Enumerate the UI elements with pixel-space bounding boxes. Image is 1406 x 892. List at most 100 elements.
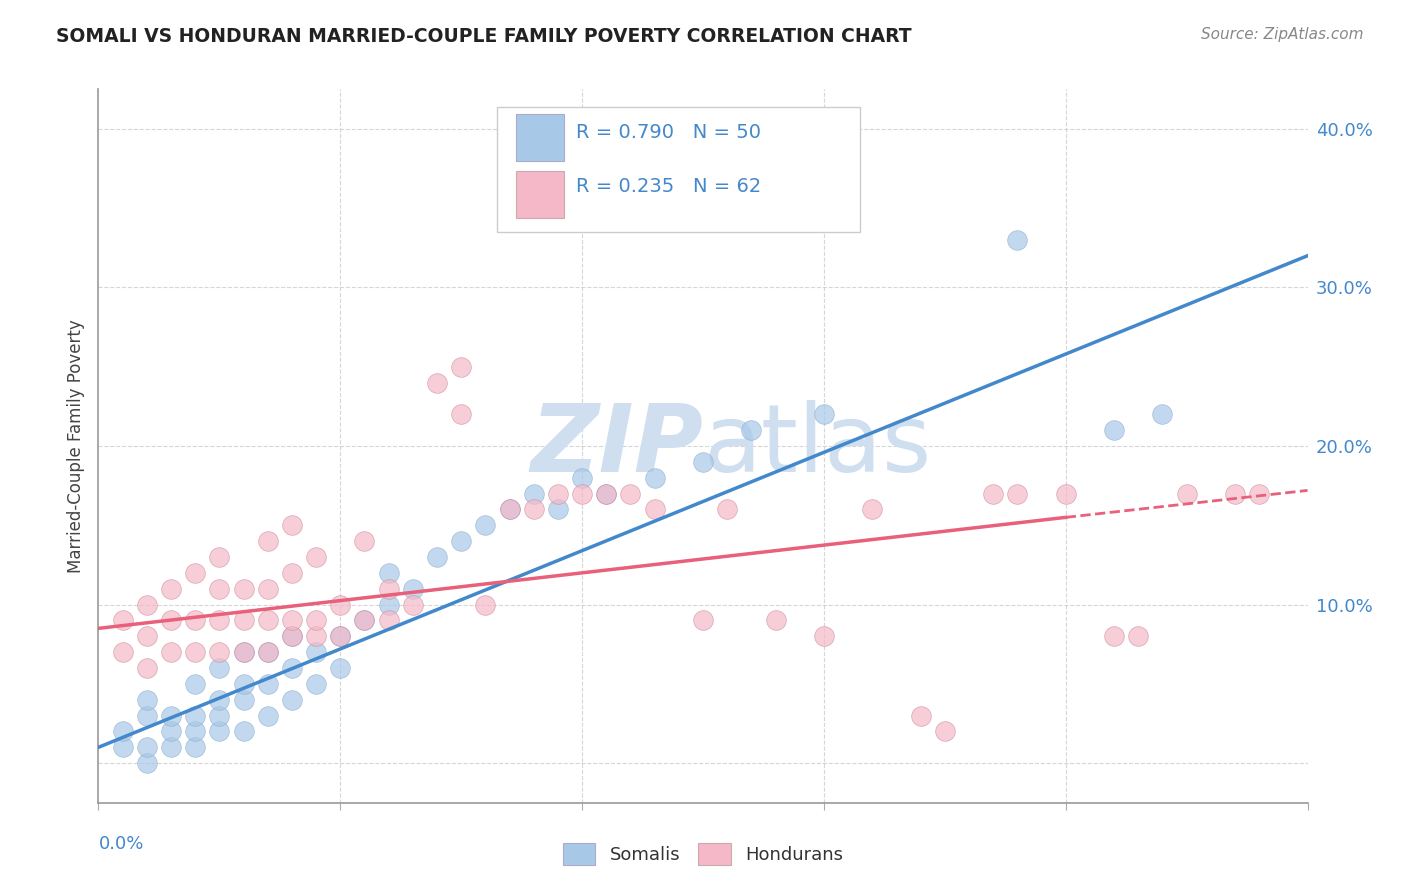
Point bbox=[1054, 486, 1077, 500]
Point bbox=[208, 582, 231, 596]
Point bbox=[547, 502, 569, 516]
Point bbox=[281, 629, 304, 643]
Point bbox=[1128, 629, 1150, 643]
Point bbox=[135, 629, 157, 643]
Text: R = 0.790   N = 50: R = 0.790 N = 50 bbox=[576, 123, 761, 142]
Point bbox=[740, 423, 762, 437]
Text: ZIP: ZIP bbox=[530, 400, 703, 492]
Point bbox=[256, 645, 278, 659]
Point bbox=[619, 486, 641, 500]
Text: Source: ZipAtlas.com: Source: ZipAtlas.com bbox=[1201, 27, 1364, 42]
Point bbox=[450, 534, 472, 549]
Point bbox=[281, 661, 304, 675]
Point bbox=[232, 645, 254, 659]
Point bbox=[765, 614, 787, 628]
Point bbox=[934, 724, 956, 739]
Point bbox=[595, 486, 617, 500]
Point bbox=[1102, 629, 1125, 643]
Point bbox=[305, 614, 328, 628]
Point bbox=[208, 661, 231, 675]
Point bbox=[377, 598, 399, 612]
Text: atlas: atlas bbox=[703, 400, 931, 492]
Point bbox=[523, 502, 546, 516]
Point bbox=[232, 692, 254, 706]
Point bbox=[305, 549, 328, 564]
Point bbox=[256, 582, 278, 596]
Point bbox=[813, 629, 835, 643]
Point bbox=[184, 740, 207, 755]
Point bbox=[547, 486, 569, 500]
Point bbox=[160, 708, 183, 723]
Point bbox=[498, 502, 520, 516]
Text: R = 0.235   N = 62: R = 0.235 N = 62 bbox=[576, 177, 761, 196]
Point bbox=[232, 724, 254, 739]
Point bbox=[523, 486, 546, 500]
Point bbox=[111, 645, 134, 659]
Point bbox=[135, 756, 157, 771]
Point bbox=[644, 471, 666, 485]
Point bbox=[256, 708, 278, 723]
Point bbox=[426, 549, 449, 564]
Point bbox=[208, 708, 231, 723]
Point bbox=[377, 566, 399, 580]
Point bbox=[184, 614, 207, 628]
Point bbox=[305, 677, 328, 691]
Point bbox=[353, 614, 375, 628]
Point bbox=[353, 534, 375, 549]
Text: SOMALI VS HONDURAN MARRIED-COUPLE FAMILY POVERTY CORRELATION CHART: SOMALI VS HONDURAN MARRIED-COUPLE FAMILY… bbox=[56, 27, 912, 45]
Point bbox=[1175, 486, 1198, 500]
Point bbox=[1007, 486, 1029, 500]
Point bbox=[644, 502, 666, 516]
Point bbox=[256, 534, 278, 549]
Point bbox=[353, 614, 375, 628]
Point bbox=[474, 598, 496, 612]
Point bbox=[910, 708, 932, 723]
FancyBboxPatch shape bbox=[516, 114, 564, 161]
Point bbox=[256, 614, 278, 628]
Point bbox=[595, 486, 617, 500]
Point bbox=[426, 376, 449, 390]
Point bbox=[402, 598, 425, 612]
Point bbox=[111, 724, 134, 739]
Point bbox=[1102, 423, 1125, 437]
Point bbox=[111, 740, 134, 755]
Point bbox=[329, 598, 352, 612]
Point bbox=[208, 692, 231, 706]
Point bbox=[1249, 486, 1271, 500]
Point bbox=[474, 518, 496, 533]
Point bbox=[184, 724, 207, 739]
Point bbox=[1152, 407, 1174, 421]
Point bbox=[305, 629, 328, 643]
Point bbox=[184, 677, 207, 691]
Point bbox=[402, 582, 425, 596]
Point bbox=[571, 471, 593, 485]
Point bbox=[135, 661, 157, 675]
Point bbox=[232, 582, 254, 596]
Point bbox=[184, 645, 207, 659]
Point bbox=[160, 614, 183, 628]
Point bbox=[329, 629, 352, 643]
Point bbox=[160, 645, 183, 659]
Point bbox=[208, 549, 231, 564]
Point bbox=[329, 661, 352, 675]
Point bbox=[281, 566, 304, 580]
Point bbox=[498, 502, 520, 516]
Point bbox=[377, 582, 399, 596]
Point bbox=[1007, 233, 1029, 247]
Point bbox=[111, 614, 134, 628]
Point bbox=[281, 629, 304, 643]
Point bbox=[377, 614, 399, 628]
FancyBboxPatch shape bbox=[498, 107, 860, 232]
Point bbox=[232, 677, 254, 691]
Point bbox=[232, 645, 254, 659]
Y-axis label: Married-Couple Family Poverty: Married-Couple Family Poverty bbox=[66, 319, 84, 573]
Point bbox=[981, 486, 1004, 500]
Point bbox=[208, 724, 231, 739]
FancyBboxPatch shape bbox=[516, 171, 564, 218]
Point bbox=[160, 740, 183, 755]
Point bbox=[232, 614, 254, 628]
Text: 0.0%: 0.0% bbox=[98, 835, 143, 853]
Point bbox=[716, 502, 738, 516]
Point bbox=[208, 614, 231, 628]
Point bbox=[813, 407, 835, 421]
